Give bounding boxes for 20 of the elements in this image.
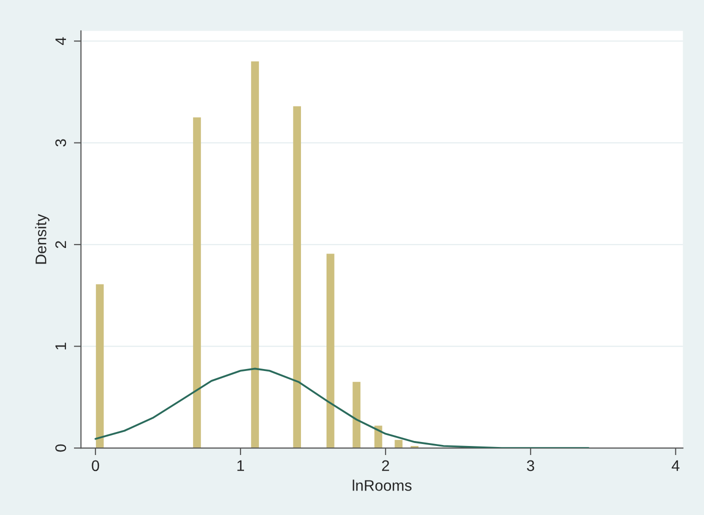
bar	[96, 284, 104, 448]
bar	[193, 117, 201, 448]
y-tick-label: 1	[55, 342, 66, 350]
x-tick-label: 2	[382, 460, 390, 471]
bar	[293, 106, 301, 448]
bar	[352, 382, 360, 448]
x-tick-label: 4	[672, 460, 680, 471]
bar	[251, 61, 259, 448]
y-axis-title: Density	[35, 214, 50, 264]
x-tick-label: 0	[92, 460, 100, 472]
line-series	[94, 368, 590, 448]
x-axis-title: lnRooms	[352, 480, 412, 491]
x-tick-label: 1	[237, 460, 244, 471]
y-tick-label: 0	[55, 444, 66, 452]
bar	[394, 440, 403, 448]
bar	[326, 254, 334, 448]
y-tick-label: 4	[55, 37, 66, 45]
x-tick-label: 3	[526, 460, 534, 472]
y-tick-label: 3	[55, 139, 66, 146]
y-tick-label: 2	[55, 241, 66, 248]
